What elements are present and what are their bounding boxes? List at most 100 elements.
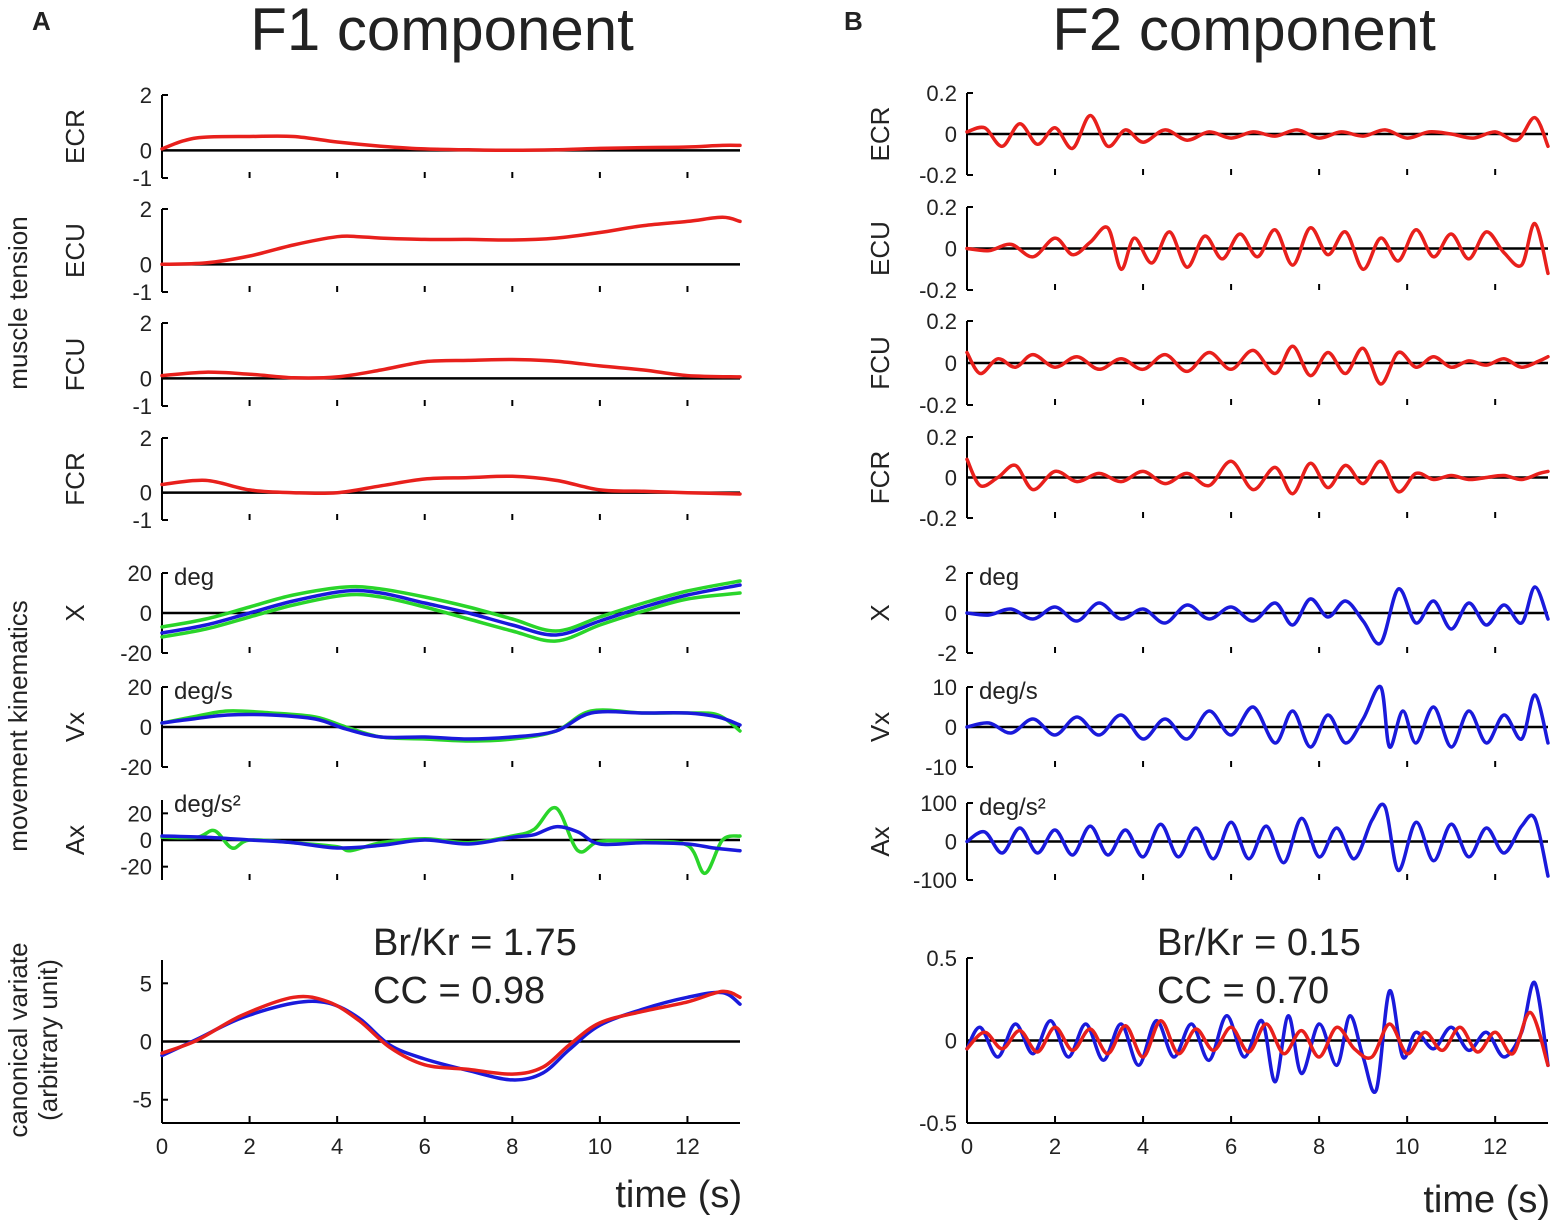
series-line-blue (965, 585, 1550, 646)
y-tick-label: 20 (128, 675, 152, 700)
panel-a-letter: A (32, 6, 51, 36)
y-tick-label: 0 (945, 830, 957, 855)
y-tick-label: 2 (945, 561, 957, 586)
y-axis-label: Vx (865, 712, 895, 742)
y-tick-label: -100 (913, 868, 957, 893)
y-tick-label: 0 (140, 481, 152, 506)
series-line-green (160, 591, 742, 643)
y-tick-label: -1 (132, 166, 152, 191)
subplot-b-fcr: 0.2 0 -0.2 FCR (865, 425, 1550, 531)
group-label-kinematics: movement kinematics (3, 600, 33, 851)
subplot-a-ax: 200-20 Ax deg/s² (60, 791, 742, 880)
x-tick-label: 4 (1137, 1134, 1149, 1159)
y-axis-label: FCR (60, 452, 90, 505)
series-line-red (160, 474, 742, 496)
x-tick-label: 2 (243, 1134, 255, 1159)
y-tick-label: -20 (120, 641, 152, 666)
y-tick-label: 2 (140, 426, 152, 451)
y-tick-label: 0 (140, 715, 152, 740)
subplot-a-cv: 50-50 2 4 6 8 10 12 (132, 960, 742, 1159)
y-tick-label: 0.2 (926, 81, 957, 106)
series-line-green (160, 579, 742, 633)
panel-b-title: F2 component (1052, 0, 1436, 63)
x-tick-label: 6 (1225, 1134, 1237, 1159)
x-tick-label: 0 (156, 1134, 168, 1159)
y-tick-label: 0.5 (926, 946, 957, 971)
subplot-a-ecr: 2 0 -1 ECR (60, 83, 742, 191)
group-label-canonical-unit: (arbitrary unit) (33, 959, 63, 1121)
y-tick-label: 0 (140, 252, 152, 277)
x-tick-label: 0 (961, 1134, 973, 1159)
y-tick-label: 2 (140, 311, 152, 336)
unit-label: deg/s (174, 678, 233, 705)
y-tick-label: -1 (132, 508, 152, 533)
panel-a-title: F1 component (250, 0, 634, 63)
y-tick-label: 20 (128, 561, 152, 586)
series-line-red (965, 344, 1550, 386)
series-line-red (160, 989, 742, 1076)
y-tick-label: -1 (132, 394, 152, 419)
y-axis-label: Ax (60, 825, 90, 855)
series-line-blue (965, 802, 1550, 878)
plots: 20-1ECR20-1ECU20-1FCU20-1FCR200-20Xdeg20… (60, 81, 1550, 1159)
x-tick-label: 4 (331, 1134, 343, 1159)
unit-label: deg/s² (979, 794, 1046, 821)
series-line-red (160, 357, 742, 380)
panel-b-letter: B (844, 6, 863, 36)
y-tick-label: -0.2 (919, 163, 957, 188)
subplot-b-fcu: 0.2 0 -0.2 FCU (865, 309, 1550, 418)
y-tick-label: -20 (120, 755, 152, 780)
y-tick-label: -10 (925, 755, 957, 780)
y-axis-label: ECR (60, 109, 90, 164)
y-tick-label: 0 (945, 351, 957, 376)
y-tick-label: 100 (920, 791, 957, 816)
y-tick-label: 0.2 (926, 425, 957, 450)
y-tick-label: 5 (140, 971, 152, 996)
y-tick-label: 0.2 (926, 309, 957, 334)
x-tick-label: 6 (419, 1134, 431, 1159)
series-line-red (160, 134, 742, 153)
y-axis-label: X (60, 604, 90, 621)
y-tick-label: 10 (933, 675, 957, 700)
series-line-blue (160, 709, 742, 741)
series-line-red (965, 1010, 1550, 1068)
series-line-blue (965, 981, 1550, 1094)
series-line-red (965, 113, 1550, 151)
x-tick-label: 10 (1395, 1134, 1419, 1159)
series-line-red (965, 457, 1550, 496)
subplot-a-vx: 20 0 -20 Vx deg/s (60, 675, 742, 780)
x-tick-label: 8 (506, 1134, 518, 1159)
y-tick-label: -0.2 (919, 393, 957, 418)
y-tick-label: -5 (132, 1088, 152, 1113)
unit-label: deg/s² (174, 791, 241, 818)
y-axis-label: FCU (865, 336, 895, 389)
x-tick-label: 12 (1483, 1134, 1507, 1159)
group-label-canonical: canonical variate (3, 942, 33, 1137)
y-tick-label: 0 (945, 466, 957, 491)
y-axis-label: ECU (865, 221, 895, 276)
y-axis-label: FCR (865, 451, 895, 504)
subplot-b-cv: 0.50-0.50 2 4 6 8 10 12 (919, 946, 1550, 1159)
subplot-b-ecu: 0.2 0 -0.2 ECU (865, 195, 1550, 303)
x-tick-label: 8 (1313, 1134, 1325, 1159)
x-tick-label: 2 (1049, 1134, 1061, 1159)
y-tick-label: 0 (140, 1030, 152, 1055)
y-tick-label: 0 (140, 366, 152, 391)
series-line-blue (965, 684, 1550, 749)
y-axis-label: Vx (60, 712, 90, 742)
y-tick-label: -20 (120, 855, 152, 880)
subplot-a-fcu: 2 0 -1 FCU (60, 311, 742, 419)
y-tick-label: 0 (945, 122, 957, 147)
series-line-red (965, 221, 1550, 276)
y-tick-label: 0.2 (926, 195, 957, 220)
y-tick-label: -0.2 (919, 506, 957, 531)
y-tick-label: 0 (945, 715, 957, 740)
panel-b-br-kr: Br/Kr = 0.15 (1157, 922, 1361, 964)
y-tick-label: -2 (937, 641, 957, 666)
series-line-blue (160, 824, 742, 853)
y-tick-label: 20 (128, 801, 152, 826)
y-tick-label: 0 (140, 601, 152, 626)
panel-b-cc: CC = 0.70 (1157, 970, 1329, 1012)
y-tick-label: 2 (140, 83, 152, 108)
